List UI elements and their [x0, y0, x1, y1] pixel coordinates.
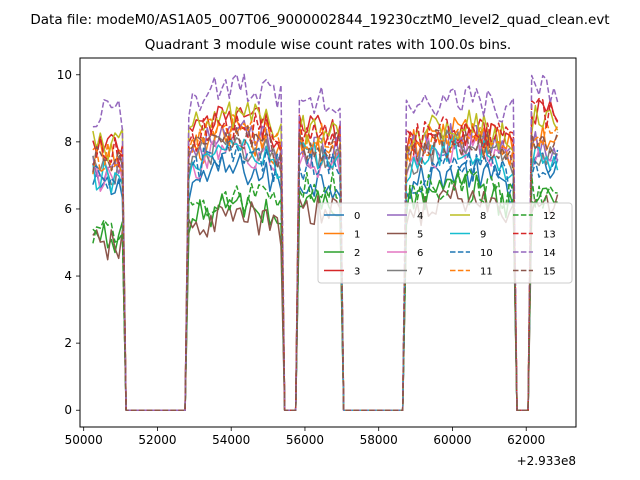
y-tick-label: 2 [64, 336, 72, 350]
legend-label-11: 11 [480, 267, 493, 278]
x-tick-label: 54000 [212, 433, 250, 447]
legend-label-10: 10 [480, 248, 493, 259]
y-tick-label: 4 [64, 269, 72, 283]
series-line-12 [92, 168, 558, 411]
legend-label-0: 0 [354, 211, 360, 222]
series-line-14 [92, 73, 559, 411]
legend-label-4: 4 [417, 211, 423, 222]
legend-label-8: 8 [480, 211, 486, 222]
legend-label-3: 3 [354, 267, 360, 278]
axes-frame [79, 57, 577, 428]
legend-label-9: 9 [480, 230, 486, 241]
y-tick-label: 8 [64, 135, 72, 149]
legend-label-12: 12 [543, 211, 556, 222]
legend-label-2: 2 [354, 248, 360, 259]
x-offset-label: +2.933e8 [517, 454, 576, 468]
x-axis: 50000 52000 54000 56000 58000 60000 62000 [65, 427, 545, 447]
legend-label-5: 5 [417, 230, 423, 241]
chart-title: Quadrant 3 module wise count rates with … [145, 37, 511, 53]
figure-suptitle: Data file: modeM0/AS1A05_007T06_90000028… [30, 12, 609, 28]
y-tick-label: 10 [57, 68, 72, 82]
legend-box [317, 202, 573, 284]
x-tick-label: 50000 [65, 433, 103, 447]
x-tick-label: 52000 [138, 433, 176, 447]
x-tick-label: 62000 [507, 433, 545, 447]
series-line-15 [92, 125, 559, 411]
legend-label-13: 13 [543, 230, 556, 241]
legend-label-7: 7 [417, 267, 423, 278]
x-tick-label: 56000 [286, 433, 324, 447]
y-axis: 0 2 4 6 8 10 [57, 68, 80, 417]
x-tick-label: 60000 [433, 433, 471, 447]
legend-label-6: 6 [417, 248, 423, 259]
legend-label-15: 15 [543, 267, 556, 278]
x-tick-label: 58000 [360, 433, 398, 447]
y-tick-label: 6 [64, 202, 72, 216]
legend-label-1: 1 [354, 230, 360, 241]
y-tick-label: 0 [64, 403, 72, 417]
legend-label-14: 14 [543, 248, 556, 259]
